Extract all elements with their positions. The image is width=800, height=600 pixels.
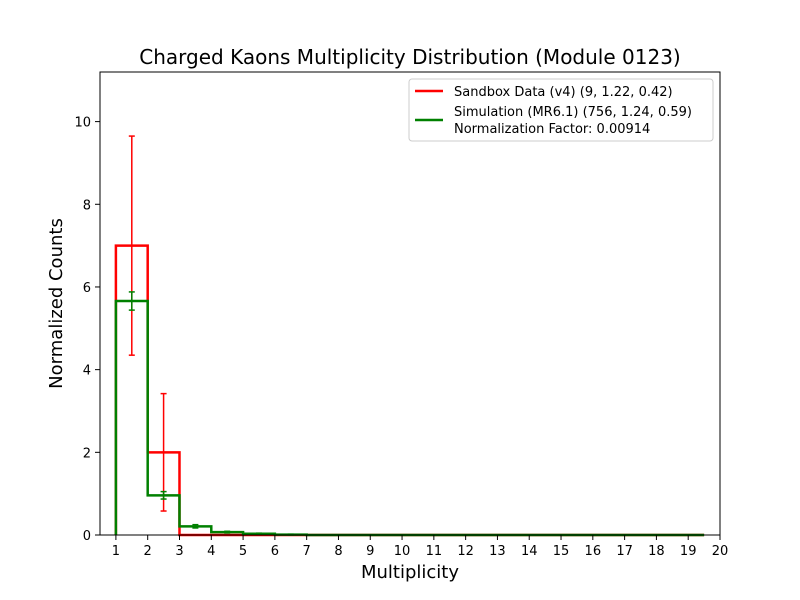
x-tick-label: 20 [712, 544, 729, 559]
error-bar-data [128, 135, 135, 356]
error-bar-simulation [255, 532, 262, 536]
error-bar-simulation [224, 530, 231, 534]
x-tick-label: 2 [144, 544, 152, 559]
x-tick-label: 7 [303, 544, 311, 559]
x-tick-label: 13 [489, 544, 506, 559]
error-bar-simulation [128, 291, 135, 311]
series-step-simulation [114, 299, 705, 537]
x-tick-label: 16 [585, 544, 602, 559]
x-tick-label: 8 [334, 544, 342, 559]
plot-area [114, 135, 705, 537]
x-tick-label: 4 [207, 544, 215, 559]
legend-box [408, 78, 714, 142]
x-tick-label: 15 [553, 544, 570, 559]
legend-normalization-factor: Normalization Factor: 0.00914 [454, 122, 650, 137]
y-tick-label: 2 [83, 446, 91, 461]
x-tick-label: 1 [112, 544, 120, 559]
error-bar-simulation [160, 490, 167, 500]
y-tick-label: 8 [83, 198, 91, 213]
x-tick-label: 6 [271, 544, 279, 559]
x-tick-label: 10 [394, 544, 411, 559]
x-tick-label: 11 [426, 544, 443, 559]
x-tick-label: 3 [175, 544, 183, 559]
y-axis: 0 2 4 6 8 10 [74, 116, 100, 544]
plot-frame [99, 71, 721, 536]
y-tick-label: 4 [83, 364, 91, 379]
error-bar-simulation [192, 523, 199, 529]
y-tick-label: 6 [83, 281, 91, 296]
x-tick-label: 9 [366, 544, 374, 559]
x-tick-label: 12 [457, 544, 474, 559]
y-axis-label: Normalized Counts [46, 218, 67, 389]
legend-entry-simulation: Simulation (MR6.1) (756, 1.24, 0.59) [454, 105, 692, 120]
legend: Sandbox Data (v4) (9, 1.22, 0.42) Simula… [408, 78, 714, 142]
legend-entry-data: Sandbox Data (v4) (9, 1.22, 0.42) [454, 85, 673, 100]
y-tick-label: 0 [83, 529, 91, 544]
series-step-data [114, 244, 705, 537]
x-tick-label: 18 [648, 544, 665, 559]
x-tick-label: 14 [521, 544, 538, 559]
x-tick-label: 19 [680, 544, 697, 559]
y-tick-label: 10 [74, 116, 91, 131]
chart-title: Charged Kaons Multiplicity Distribution … [139, 45, 680, 69]
x-axis: 1 2 3 4 5 6 7 8 9 10 11 12 13 14 15 16 17 18 19 20 [112, 535, 729, 559]
x-tick-label: 17 [616, 544, 633, 559]
x-axis-label: Multiplicity [361, 562, 459, 583]
x-tick-label: 5 [239, 544, 247, 559]
